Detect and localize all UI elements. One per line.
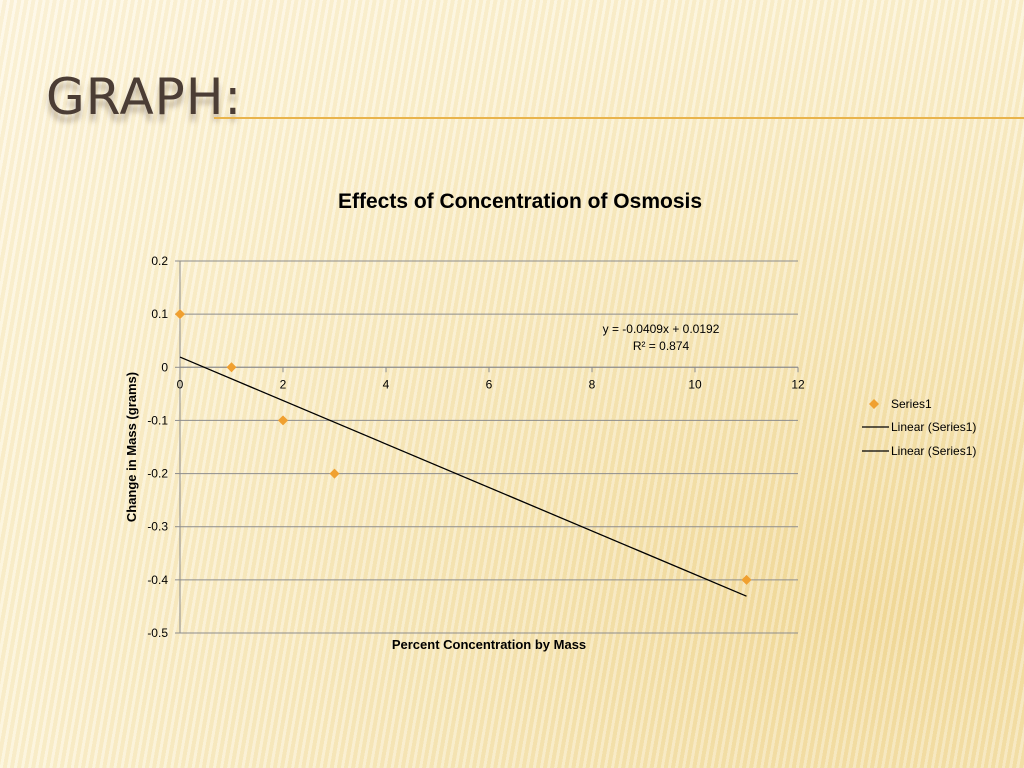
y-tick-label: 0 bbox=[161, 360, 168, 374]
trendline-group bbox=[179, 356, 747, 597]
slide-title: GRAPH: bbox=[46, 68, 243, 126]
legend-marker-series1 bbox=[869, 399, 879, 409]
legend: Series1 Linear (Series1) Linear (Series1) bbox=[862, 397, 976, 458]
trendline-equation: y = -0.0409x + 0.0192 bbox=[603, 322, 720, 336]
x-tick-label: 10 bbox=[688, 377, 702, 391]
y-tick-label: 0.2 bbox=[151, 254, 168, 268]
x-tick-label: 8 bbox=[589, 377, 596, 391]
legend-label: Linear (Series1) bbox=[891, 420, 976, 434]
x-tick-label: 2 bbox=[280, 377, 287, 391]
y-tick-label: -0.3 bbox=[147, 520, 168, 534]
axes bbox=[175, 260, 799, 634]
gridlines bbox=[180, 260, 798, 634]
y-tick-label: -0.2 bbox=[147, 467, 168, 481]
x-tick-label: 12 bbox=[791, 377, 805, 391]
data-point-marker bbox=[329, 468, 340, 479]
data-point-marker bbox=[741, 574, 752, 585]
data-point-marker bbox=[175, 309, 185, 320]
x-axis-label: Percent Concentration by Mass bbox=[392, 637, 586, 652]
legend-label: Linear (Series1) bbox=[891, 444, 976, 458]
data-points bbox=[175, 309, 752, 585]
x-tick-label: 6 bbox=[486, 377, 493, 391]
y-axis-label: Change in Mass (grams) bbox=[124, 372, 139, 522]
data-point-marker bbox=[278, 415, 288, 426]
data-point-marker bbox=[226, 362, 237, 373]
y-tick-label: 0.1 bbox=[151, 307, 168, 321]
trendline bbox=[179, 356, 747, 597]
title-underline bbox=[214, 117, 1024, 119]
tick-labels: 0.2 0.1 0 -0.1 -0.2 -0.3 -0.4 -0.5 0 2 4 6 8 10 12 bbox=[147, 254, 805, 640]
y-tick-label: -0.4 bbox=[147, 573, 168, 587]
y-tick-label: -0.1 bbox=[147, 413, 168, 427]
x-tick-label: 4 bbox=[383, 377, 390, 391]
legend-label: Series1 bbox=[891, 397, 932, 411]
chart-title: Effects of Concentration of Osmosis bbox=[338, 190, 702, 213]
trendline-r-squared: R² = 0.874 bbox=[633, 339, 690, 353]
x-tick-label: 0 bbox=[177, 377, 184, 391]
y-tick-label: -0.5 bbox=[147, 626, 168, 640]
